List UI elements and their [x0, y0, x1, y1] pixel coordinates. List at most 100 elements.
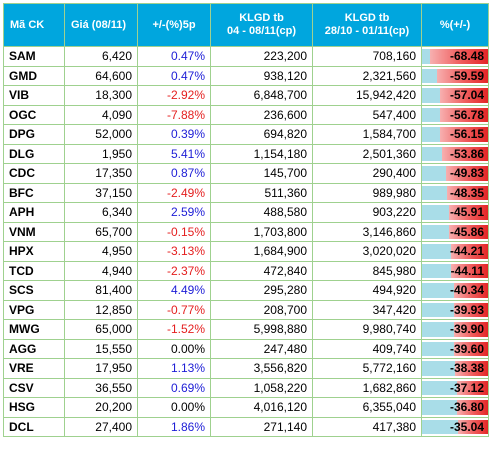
cell-vol-prev: 2,501,360	[312, 143, 422, 164]
header-vol-recent-line2: 04 - 08/11(cp)	[226, 25, 297, 37]
diff-bar-background	[422, 224, 450, 239]
table-row: VNM 65,700 -0.15% 1,703,800 3,146,860 -45.86	[3, 221, 489, 242]
table-row: SCS 81,400 4.49% 295,280 494,920 -40.34	[3, 280, 489, 301]
cell-code: TCD	[3, 260, 65, 281]
cell-vol-recent: 511,360	[210, 182, 313, 203]
cell-change: -2.37%	[137, 260, 211, 281]
cell-diff: -57.04	[421, 85, 489, 106]
cell-vol-recent: 247,480	[210, 338, 313, 359]
table-row: SAM 6,420 0.47% 223,200 708,160 -68.48	[3, 46, 489, 67]
cell-vol-prev: 409,740	[312, 338, 422, 359]
cell-code: CSV	[3, 377, 65, 398]
cell-diff: -48.35	[421, 182, 489, 203]
cell-vol-recent: 1,703,800	[210, 221, 313, 242]
cell-vol-prev: 6,355,040	[312, 397, 422, 418]
cell-vol-prev: 347,420	[312, 299, 422, 320]
cell-code: VIB	[3, 85, 65, 106]
diff-bar	[450, 244, 488, 259]
header-vol-prev: KLGD tb 28/10 - 01/11(cp)	[312, 3, 422, 47]
diff-bar-background	[422, 380, 457, 395]
cell-diff: -49.83	[421, 163, 489, 184]
cell-vol-recent: 4,016,120	[210, 397, 313, 418]
header-vol-recent: KLGD tb 04 - 08/11(cp)	[210, 3, 313, 47]
cell-change: 0.69%	[137, 377, 211, 398]
cell-code: VNM	[3, 221, 65, 242]
cell-vol-prev: 1,682,860	[312, 377, 422, 398]
diff-bar	[442, 146, 488, 161]
cell-change: 0.00%	[137, 397, 211, 418]
cell-vol-recent: 145,700	[210, 163, 313, 184]
cell-code: CDC	[3, 163, 65, 184]
cell-price: 12,850	[64, 299, 138, 320]
diff-bar	[455, 361, 488, 376]
table-row: CSV 36,550 0.69% 1,058,220 1,682,860 -37.12	[3, 377, 489, 398]
cell-diff: -53.86	[421, 143, 489, 164]
diff-bar	[449, 224, 488, 239]
cell-vol-prev: 494,920	[312, 280, 422, 301]
cell-code: DPG	[3, 124, 65, 145]
table-row: HSG 20,200 0.00% 4,016,120 6,355,040 -36.80	[3, 397, 489, 418]
cell-vol-prev: 903,220	[312, 202, 422, 223]
cell-price: 27,400	[64, 416, 138, 437]
cell-change: 1.13%	[137, 358, 211, 379]
header-price: Giá (08/11)	[64, 3, 138, 47]
diff-bar-background	[422, 166, 446, 181]
cell-vol-prev: 708,160	[312, 46, 422, 67]
cell-price: 65,000	[64, 319, 138, 340]
cell-change: 0.39%	[137, 124, 211, 145]
diff-bar	[439, 88, 488, 103]
cell-vol-prev: 9,980,740	[312, 319, 422, 340]
diff-bar-background	[422, 400, 457, 415]
cell-change: 1.86%	[137, 416, 211, 437]
table-body: SAM 6,420 0.47% 223,200 708,160 -68.48 GMD 64,6…	[3, 46, 489, 437]
cell-vol-recent: 694,820	[210, 124, 313, 145]
cell-diff: -45.91	[421, 202, 489, 223]
cell-vol-prev: 845,980	[312, 260, 422, 281]
diff-label: -53.86	[449, 146, 484, 161]
cell-price: 15,550	[64, 338, 138, 359]
diff-bar-background	[422, 419, 459, 434]
cell-price: 65,700	[64, 221, 138, 242]
diff-bar	[437, 68, 488, 83]
diff-label: -48.35	[449, 185, 484, 200]
cell-diff: -44.21	[421, 241, 489, 262]
cell-change: -2.49%	[137, 182, 211, 203]
cell-diff: -39.60	[421, 338, 489, 359]
header-code: Mã CK	[3, 3, 65, 47]
header-vol-recent-line1: KLGD tb	[239, 12, 284, 24]
cell-diff: -45.86	[421, 221, 489, 242]
cell-diff: -56.78	[421, 104, 489, 125]
header-vol-prev-line1: KLGD tb	[344, 12, 390, 24]
diff-bar-background	[422, 205, 450, 220]
table-row: DPG 52,000 0.39% 694,820 1,584,700 -56.15	[3, 124, 489, 145]
diff-bar	[445, 166, 488, 181]
cell-vol-recent: 472,840	[210, 260, 313, 281]
cell-price: 64,600	[64, 65, 138, 86]
cell-vol-recent: 295,280	[210, 280, 313, 301]
diff-bar-background	[422, 322, 455, 337]
cell-code: HSG	[3, 397, 65, 418]
table-row: MWG 65,000 -1.52% 5,998,880 9,980,740 -39.90	[3, 319, 489, 340]
diff-bar	[454, 341, 488, 356]
diff-bar-background	[422, 185, 447, 200]
diff-bar-background	[422, 341, 455, 356]
cell-vol-prev: 15,942,420	[312, 85, 422, 106]
diff-bar	[450, 263, 488, 278]
diff-bar-background	[422, 127, 441, 142]
table-row: TCD 4,940 -2.37% 472,840 845,980 -44.11	[3, 260, 489, 281]
cell-vol-recent: 223,200	[210, 46, 313, 67]
cell-vol-prev: 417,380	[312, 416, 422, 437]
cell-price: 81,400	[64, 280, 138, 301]
cell-vol-recent: 208,700	[210, 299, 313, 320]
cell-vol-recent: 1,058,220	[210, 377, 313, 398]
diff-bar-background	[422, 361, 456, 376]
cell-change: -7.88%	[137, 104, 211, 125]
cell-change: 0.87%	[137, 163, 211, 184]
cell-diff: -56.15	[421, 124, 489, 145]
cell-vol-prev: 989,980	[312, 182, 422, 203]
diff-bar	[449, 205, 488, 220]
cell-price: 4,950	[64, 241, 138, 262]
diff-label: -59.59	[449, 68, 484, 83]
diff-bar-background	[422, 49, 430, 64]
diff-bar	[429, 49, 488, 64]
